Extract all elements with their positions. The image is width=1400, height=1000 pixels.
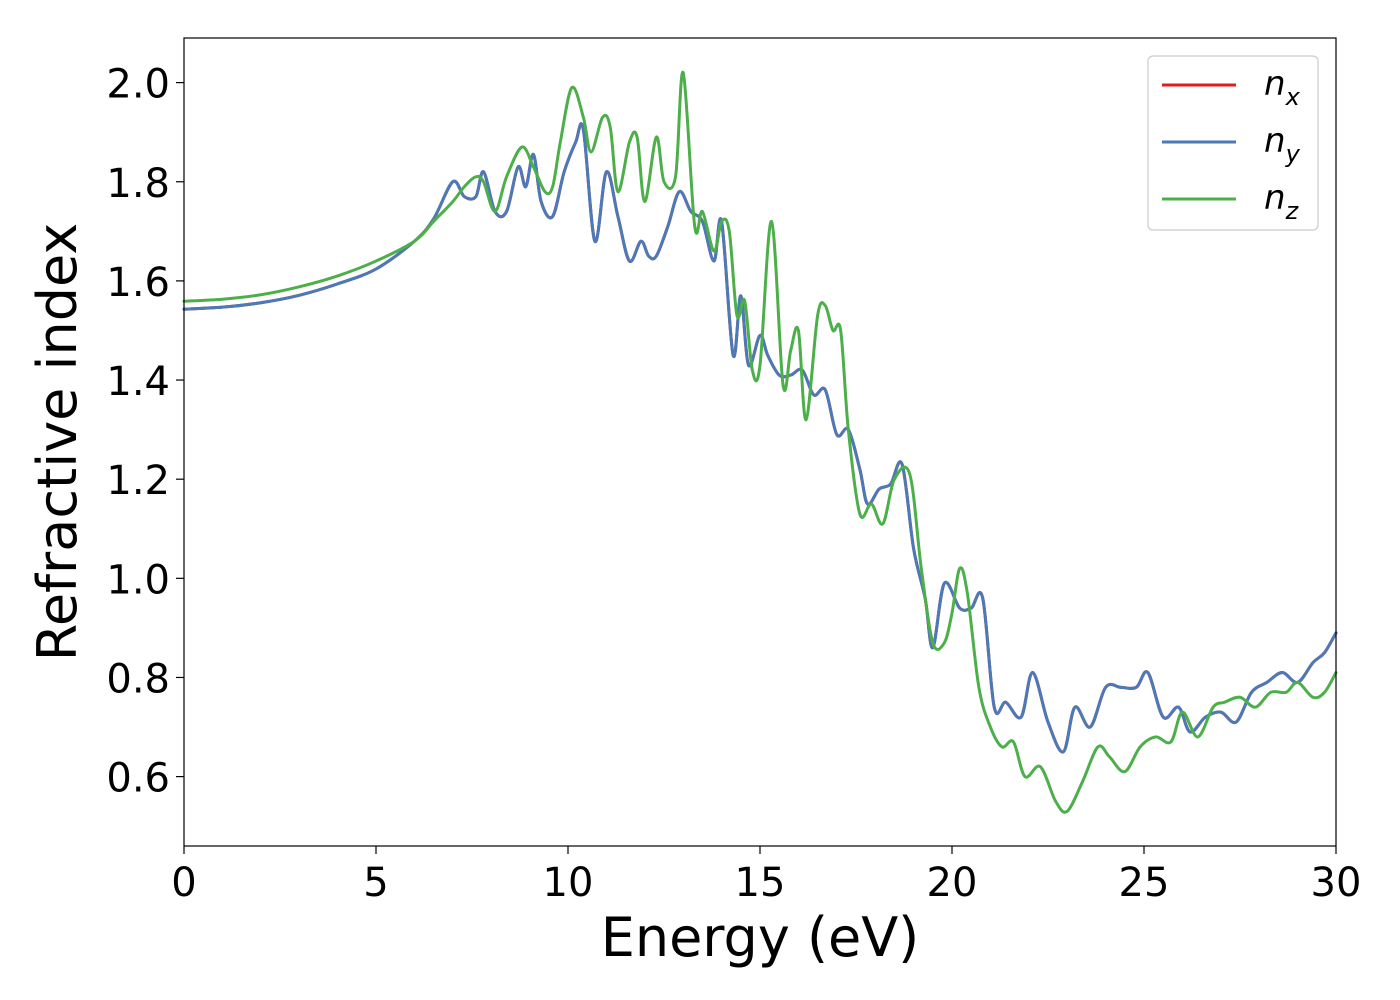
x-tick-label: 30 <box>1311 860 1362 906</box>
legend-label-z: nz <box>1264 178 1300 225</box>
x-axis-ticks: 0 5 10 15 20 25 30 <box>171 846 1361 906</box>
y-tick-label: 0.8 <box>106 656 170 702</box>
x-tick-label: 10 <box>543 860 594 906</box>
legend-label-subscript: x <box>1285 83 1301 111</box>
series-line-z <box>182 71 1338 814</box>
y-tick-label: 1.0 <box>106 557 170 603</box>
y-tick-label: 1.8 <box>106 161 170 207</box>
series-line-y <box>182 122 1338 754</box>
y-tick-label: 1.4 <box>106 359 170 405</box>
x-tick-label: 25 <box>1119 860 1170 906</box>
y-axis-ticks: 0.6 0.8 1.0 1.2 1.4 1.6 1.8 2.0 <box>106 62 184 802</box>
legend-label-x: nx <box>1264 64 1301 111</box>
x-tick-label: 20 <box>927 860 978 906</box>
legend-label-main: n <box>1264 121 1286 161</box>
legend-label-subscript: z <box>1285 197 1300 225</box>
legend-label-main: n <box>1264 178 1286 218</box>
legend-label-y: ny <box>1264 121 1301 168</box>
legend-label-subscript: y <box>1285 140 1301 168</box>
series-layer <box>182 71 1338 814</box>
x-tick-label: 15 <box>735 860 786 906</box>
y-tick-label: 1.6 <box>106 260 170 306</box>
x-tick-label: 0 <box>171 860 196 906</box>
x-tick-label: 5 <box>363 860 388 906</box>
y-tick-label: 1.2 <box>106 458 170 504</box>
x-axis-label: Energy (eV) <box>601 906 920 969</box>
y-tick-label: 2.0 <box>106 62 170 108</box>
y-axis-label: Refractive index <box>26 223 89 662</box>
legend-label-main: n <box>1264 64 1286 104</box>
y-tick-label: 0.6 <box>106 756 170 802</box>
